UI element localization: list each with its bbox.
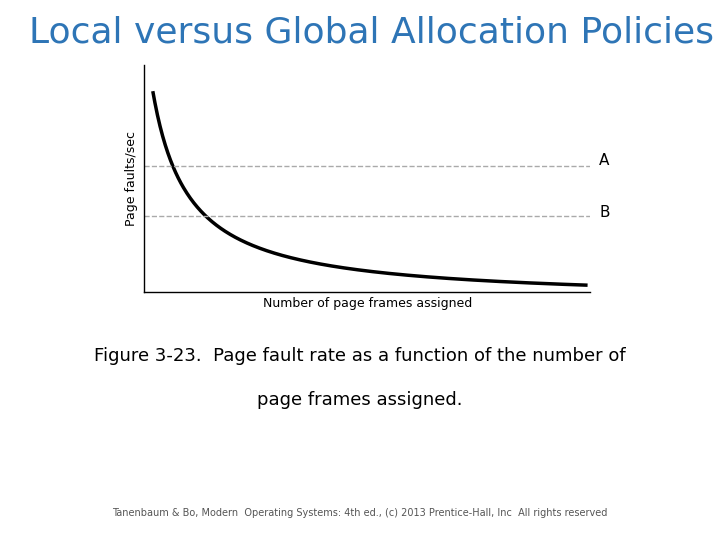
Text: Tanenbaum & Bo, Modern  Operating Systems: 4th ed., (c) 2013 Prentice-Hall, Inc : Tanenbaum & Bo, Modern Operating Systems… <box>112 508 608 518</box>
Text: Figure 3-23.  Page fault rate as a function of the number of: Figure 3-23. Page fault rate as a functi… <box>94 347 626 366</box>
Text: page frames assigned.: page frames assigned. <box>257 390 463 409</box>
Text: Local versus Global Allocation Policies (2): Local versus Global Allocation Policies … <box>29 16 720 50</box>
Text: B: B <box>599 205 610 220</box>
X-axis label: Number of page frames assigned: Number of page frames assigned <box>263 297 472 310</box>
Y-axis label: Page faults/sec: Page faults/sec <box>125 131 138 226</box>
Text: A: A <box>599 153 610 167</box>
